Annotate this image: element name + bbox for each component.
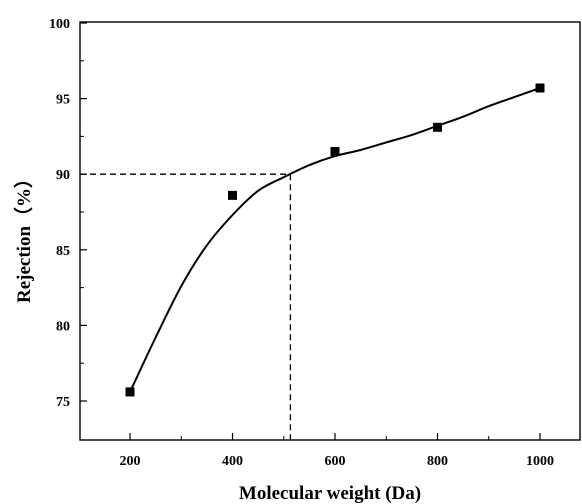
x-tick-label: 600: [325, 454, 346, 469]
y-tick-label: 90: [56, 168, 70, 183]
plot-frame: [79, 21, 581, 441]
y-axis-title: Rejection（%）: [12, 169, 35, 303]
data-point-marker: [433, 122, 442, 132]
data-point-marker: [535, 83, 545, 93]
fit-curve-line: [129, 87, 541, 393]
x-tick-label: 1000: [526, 454, 554, 469]
data-point-marker: [330, 147, 340, 157]
x-tick-label: 800: [427, 454, 448, 469]
y-axis-ticks: 75 80 85 90 95 100: [49, 17, 87, 410]
y-tick-label: 75: [56, 395, 70, 410]
data-point-marker: [125, 387, 135, 397]
x-axis-title: Molecular weight (Da): [239, 483, 421, 504]
data-markers: [125, 83, 545, 397]
reference-lines: [80, 173, 292, 440]
y-tick-label: 100: [49, 17, 70, 32]
x-tick-label: 200: [120, 454, 141, 469]
y-tick-label: 80: [56, 319, 70, 334]
data-point-marker: [228, 190, 237, 200]
fit-curve: [129, 87, 541, 393]
x-tick-label: 400: [222, 454, 243, 469]
y-tick-label: 85: [56, 244, 70, 259]
plot-border: [79, 21, 581, 441]
x-axis-ticks: 200 400 600 800 1000: [120, 433, 554, 469]
y-tick-label: 95: [56, 93, 70, 108]
